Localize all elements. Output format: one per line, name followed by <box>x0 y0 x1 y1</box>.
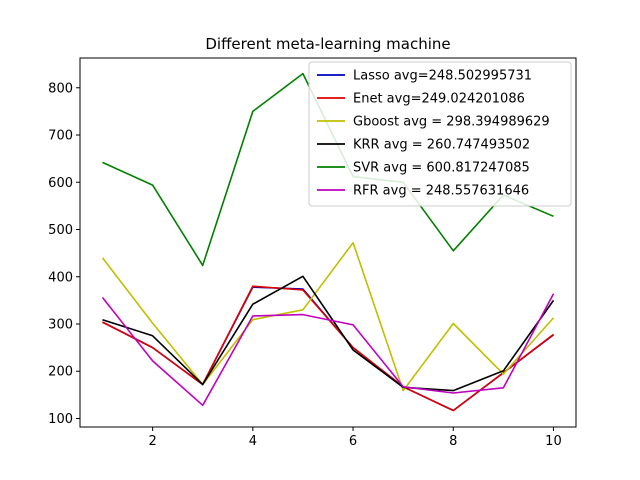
y-tick-label-0: 100 <box>48 412 73 427</box>
x-tick-label-2: 6 <box>349 434 357 449</box>
legend: Lasso avg=248.502995731 Enet avg=249.0242… <box>308 61 572 207</box>
legend-label-2: Gboost avg = 298.394989629 <box>353 115 550 130</box>
legend-label-4: SVR avg = 600.817247085 <box>353 161 530 176</box>
y-tick-label-6: 700 <box>48 129 73 144</box>
legend-label-3: KRR avg = 260.747493502 <box>353 138 530 153</box>
series-line-1 <box>102 285 554 412</box>
series-line-0 <box>102 286 554 412</box>
legend-box <box>308 61 572 207</box>
legend-label-1: Enet avg=249.024201086 <box>353 92 525 107</box>
x-tick-label-1: 4 <box>249 434 257 449</box>
plot-frame <box>79 57 577 428</box>
y-tick-label-4: 500 <box>48 223 73 238</box>
series-line-5 <box>101 293 555 407</box>
chart-title: Different meta-learning machine <box>205 35 450 53</box>
series-line-2 <box>101 241 555 392</box>
legend-label-5: RFR avg = 248.557631646 <box>353 184 529 199</box>
legend-label-0: Lasso avg=248.502995731 <box>353 69 532 84</box>
y-tick-label-2: 300 <box>48 318 73 333</box>
y-tick-label-7: 800 <box>48 81 73 96</box>
y-tick-label-3: 400 <box>48 270 73 285</box>
y-tick-label-1: 200 <box>48 365 73 380</box>
axes: 2 4 6 8 10 100 200 300 400 500 600 700 800 <box>48 57 577 449</box>
series-line-3 <box>102 275 555 392</box>
x-tick-label-4: 10 <box>545 434 562 449</box>
x-tick-label-0: 2 <box>149 434 157 449</box>
y-tick-label-5: 600 <box>48 176 73 191</box>
x-tick-label-3: 8 <box>449 434 457 449</box>
